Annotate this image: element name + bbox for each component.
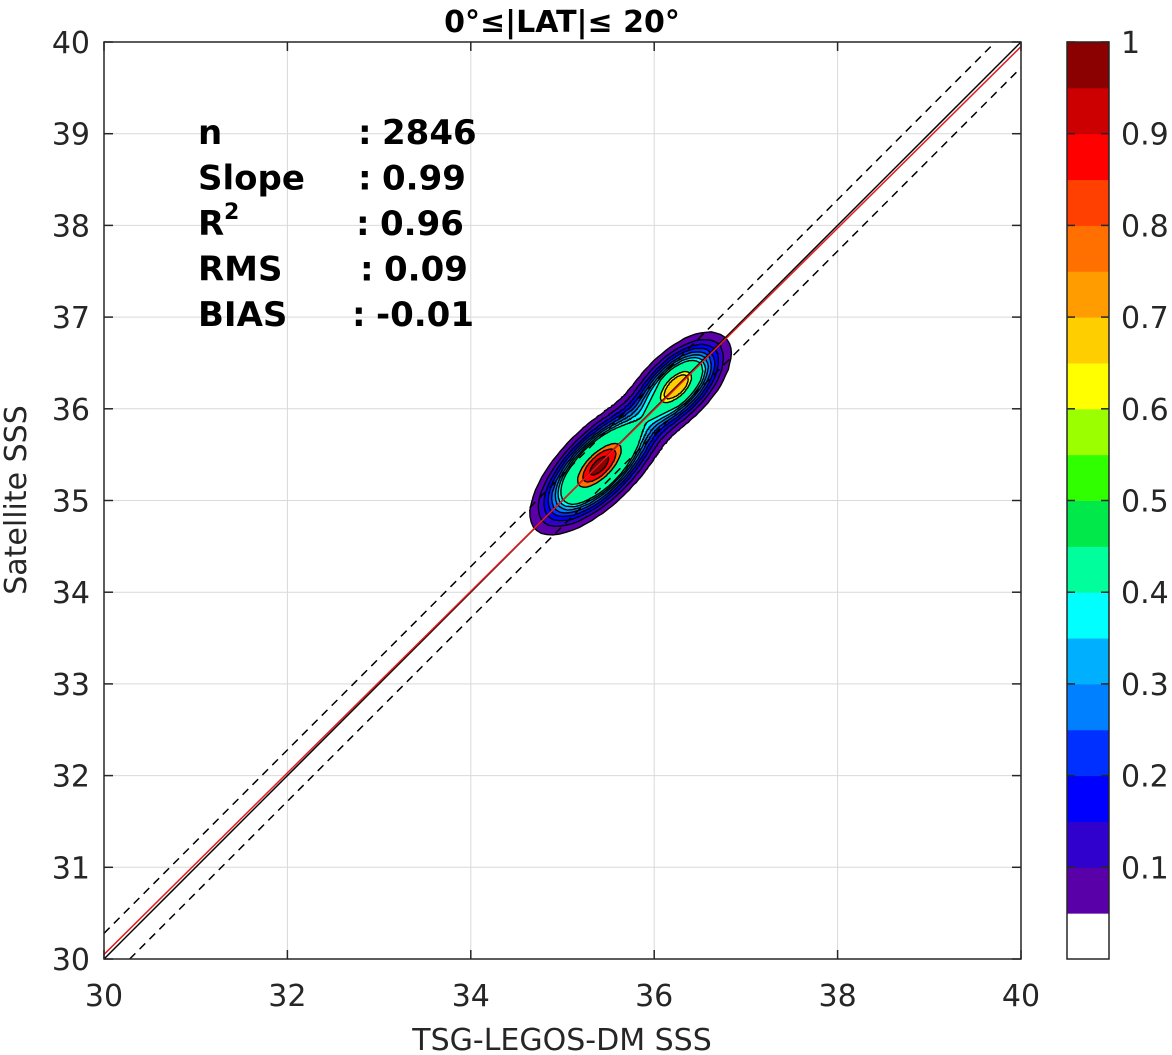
colorbar-tick-label: 0.7: [1121, 301, 1169, 336]
y-tick-label: 37: [52, 301, 90, 336]
colorbar-segment: [1067, 821, 1109, 868]
stat-label: Slope: [198, 159, 305, 199]
colorbar-segment: [1067, 225, 1109, 272]
colorbar-tick-label: 0.2: [1121, 760, 1169, 795]
colorbar: 0.1 0.2 0.3 0.4 0.5 0.6 0.7 0.8 0.9 1: [1066, 26, 1169, 960]
stat-label: n: [198, 113, 222, 153]
stat-value: -0.01: [376, 295, 474, 335]
colorbar-segment: [1067, 408, 1109, 456]
y-tick-label: 34: [52, 576, 90, 611]
colorbar-segment: [1067, 913, 1109, 960]
colorbar-tick-label: 0.4: [1121, 576, 1169, 611]
colorbar-segment: [1067, 133, 1109, 181]
stat-label: RMS: [198, 250, 283, 290]
x-tick-label: 40: [1002, 979, 1040, 1014]
colorbar-segment: [1067, 362, 1109, 410]
colorbar-segment: [1067, 317, 1109, 364]
stat-value: 0.99: [382, 159, 466, 199]
y-tick-label: 32: [52, 760, 90, 795]
colorbar-tick-label: 0.3: [1121, 668, 1169, 703]
colorbar-segment: [1067, 638, 1109, 685]
stat-value: 0.96: [380, 204, 464, 244]
stat-separator: :: [358, 159, 372, 199]
stat-separator: :: [352, 295, 366, 335]
colorbar-segment: [1067, 867, 1109, 914]
reference-line: [104, 42, 997, 934]
grid-lines: [103, 41, 1022, 960]
colorbar-tick-label: 0.6: [1121, 393, 1169, 428]
density-peak-contour: [589, 455, 610, 476]
y-tick-label: 35: [52, 485, 90, 520]
x-axis-ticks: 30 32 34 36 38 40: [85, 42, 1040, 1014]
y-axis-label: Satellite SSS: [0, 405, 34, 595]
y-tick-label: 38: [52, 209, 90, 244]
colorbar-segment: [1067, 454, 1109, 501]
reference-line: [104, 46, 1021, 955]
colorbar-tick-label: 1: [1121, 26, 1140, 61]
colorbar-segment: [1067, 271, 1109, 318]
x-tick-label: 32: [268, 979, 306, 1014]
colorbar-segment: [1067, 42, 1109, 89]
colorbar-segment: [1067, 500, 1109, 547]
y-tick-label: 36: [52, 393, 90, 428]
stat-separator: :: [356, 204, 370, 244]
stat-label-superscript: 2: [224, 200, 239, 225]
colorbar-segment: [1067, 683, 1109, 731]
colorbar-segment: [1067, 729, 1109, 777]
y-tick-label: 33: [52, 668, 90, 703]
colorbar-segment: [1067, 546, 1109, 593]
colorbar-segment: [1067, 775, 1109, 822]
colorbar-tick-label: 0.1: [1121, 851, 1169, 886]
stat-value: 2846: [382, 113, 477, 153]
chart-title: 0°≤|LAT|≤ 20°: [444, 5, 680, 40]
stat-separator: :: [360, 250, 374, 290]
colorbar-tick-label: 0.5: [1121, 485, 1169, 520]
y-axis-ticks: 30 31 32 33 34 35 36 37 38 39 40: [52, 26, 1021, 978]
x-axis-label: TSG-LEGOS-DM SSS: [411, 1023, 712, 1055]
colorbar-tick-label: 0.8: [1121, 209, 1169, 244]
y-tick-label: 39: [52, 118, 90, 153]
colorbar-tick-label: 0.9: [1121, 118, 1169, 153]
stat-value: 0.09: [384, 250, 468, 290]
x-tick-label: 34: [452, 979, 490, 1014]
colorbar-segment: [1067, 179, 1109, 226]
colorbar-segment: [1067, 87, 1109, 135]
reference-line: [129, 67, 1021, 959]
reference-lines: [104, 42, 1021, 959]
stat-label: BIAS: [198, 295, 287, 335]
y-tick-label: 31: [52, 851, 90, 886]
colorbar-segment: [1067, 592, 1109, 639]
stat-separator: :: [358, 113, 372, 153]
stat-label: R: [198, 204, 224, 244]
y-tick-label: 40: [52, 26, 90, 61]
y-tick-label: 30: [52, 943, 90, 978]
x-tick-label: 36: [635, 979, 673, 1014]
x-tick-label: 38: [819, 979, 857, 1014]
x-tick-label: 30: [85, 979, 123, 1014]
